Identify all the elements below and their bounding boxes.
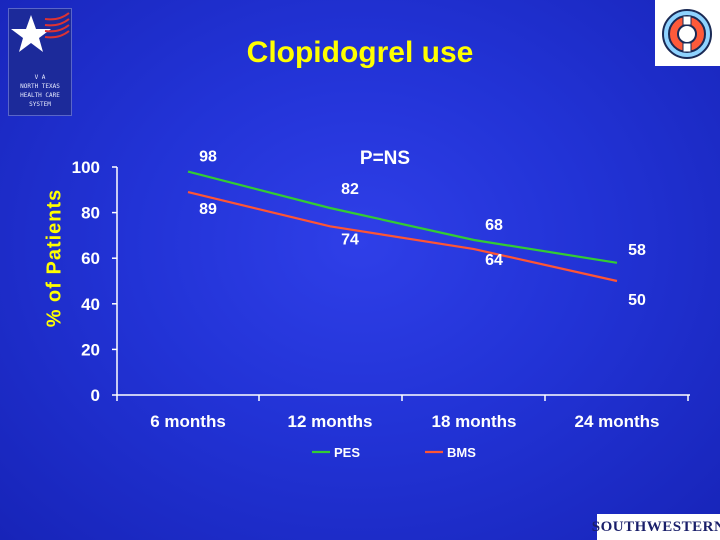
star-icon	[11, 12, 70, 52]
data-label-pes: 98	[199, 149, 217, 166]
data-label-bms: 74	[341, 231, 359, 248]
y-tick-label: 20	[81, 340, 100, 359]
data-label-pes: 82	[341, 181, 359, 198]
series-line-pes	[187, 170, 618, 264]
lifesaver-icon	[662, 9, 712, 59]
data-label-bms: 64	[485, 252, 503, 269]
x-tick-labels: 6 months 12 months 18 months 24 months	[150, 412, 659, 431]
data-label-bms: 89	[199, 201, 217, 218]
chart-axes	[116, 167, 690, 401]
series-line-bms	[187, 191, 618, 283]
y-tick-label: 60	[81, 249, 100, 268]
y-tick-label: 100	[72, 158, 100, 177]
y-tick-label: 80	[81, 204, 100, 223]
legend: PES BMS	[312, 445, 476, 460]
y-ticks: 0 20 40 60 80 100	[72, 158, 117, 405]
data-label-pes: 68	[485, 217, 503, 234]
va-logo-text: V A NORTH TEXAS HEALTH CARE SYSTEM	[20, 74, 60, 108]
data-labels: 98 82 68 58 89 74 64 50	[199, 149, 646, 309]
legend-label-bms: BMS	[447, 445, 476, 460]
x-tick-label: 24 months	[574, 412, 659, 431]
legend-label-pes: PES	[334, 445, 360, 460]
chart-title: Clopidogrel use	[246, 36, 474, 69]
data-label-bms: 50	[628, 292, 646, 309]
x-tick-label: 12 months	[287, 412, 372, 431]
southwestern-logo: SOUTHWESTERN	[592, 514, 720, 540]
va-logo: V A NORTH TEXAS HEALTH CARE SYSTEM	[8, 8, 72, 116]
y-tick-label: 40	[81, 295, 100, 314]
y-tick-label: 0	[91, 386, 100, 405]
x-tick-label: 6 months	[150, 412, 226, 431]
series-lines	[187, 170, 618, 283]
x-tick-label: 18 months	[431, 412, 516, 431]
lifesaver-logo	[655, 0, 720, 66]
p-value-annotation: P=NS	[359, 148, 411, 169]
data-label-pes: 58	[628, 242, 646, 259]
